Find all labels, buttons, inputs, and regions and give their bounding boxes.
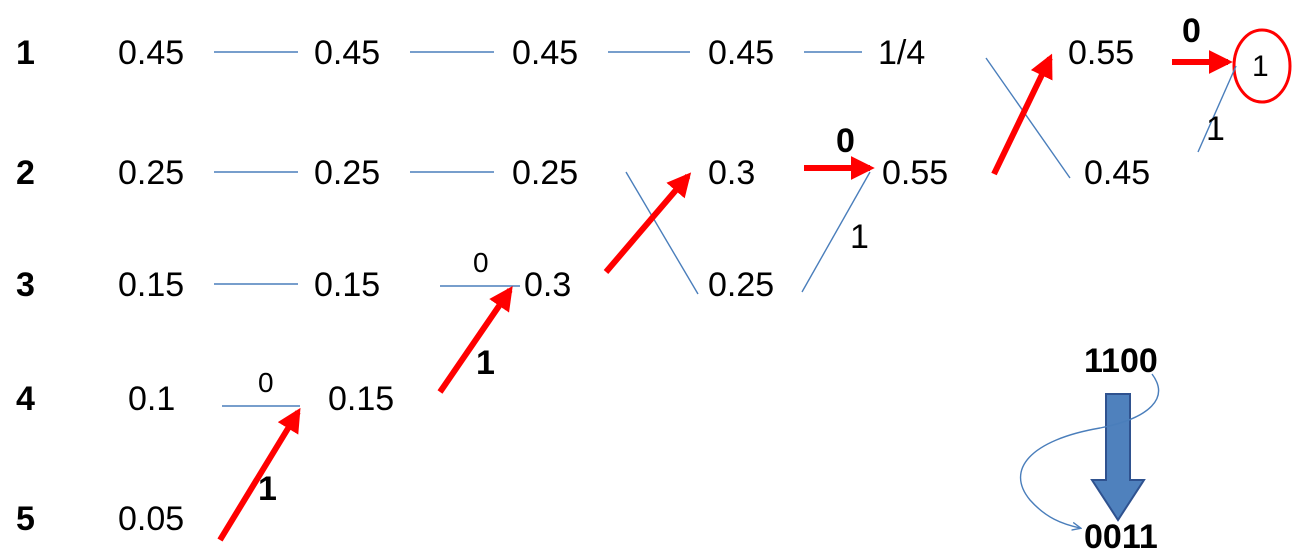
value-c1-r3: 0.15 (118, 266, 184, 304)
bit-label: 0 (473, 247, 489, 278)
row-label-4: 4 (16, 380, 35, 418)
value-c3-r2: 0.25 (512, 154, 578, 192)
value-c4-r1: 0.45 (708, 34, 774, 72)
value-root: 1 (1252, 50, 1269, 83)
value-c1-r4: 0.1 (128, 380, 175, 418)
row-label-2: 2 (16, 154, 35, 192)
value-c6-r1: 0.55 (1068, 34, 1134, 72)
value-c5-r1: 1/4 (878, 34, 925, 72)
bit-label: 0 (1182, 12, 1201, 50)
row-label-3: 3 (16, 266, 35, 304)
value-c2-r3: 0.15 (314, 266, 380, 304)
merge-arrows (217, 50, 1233, 542)
cross-line (625, 171, 699, 295)
cross-line (1197, 65, 1237, 153)
bit-label: 0 (258, 367, 274, 398)
red-arrow (991, 53, 1053, 176)
cross-line (801, 171, 871, 293)
value-c6-r2: 0.45 (1084, 154, 1150, 192)
code-original: 1100 (1084, 342, 1158, 380)
value-c1-r2: 0.25 (118, 154, 184, 192)
down-block-arrow (1090, 393, 1146, 522)
value-c3-r3: 0.3 (524, 266, 571, 304)
red-arrow (217, 407, 301, 542)
value-c3-r1: 0.45 (512, 34, 578, 72)
bit-label: 1 (476, 344, 495, 382)
row-label-1: 1 (16, 34, 35, 72)
root-highlight-circle (1232, 28, 1292, 104)
red-arrow (603, 172, 692, 274)
value-c4-r2: 0.3 (708, 154, 755, 192)
value-c2-r2: 0.25 (314, 154, 380, 192)
value-c1-r5: 0.05 (118, 500, 184, 538)
reverse-curve-arrow (1019, 373, 1160, 528)
bit-label: 1 (1206, 110, 1225, 148)
red-arrow (437, 286, 513, 394)
crossing-connectors (625, 57, 1237, 295)
value-c2-r1: 0.45 (314, 34, 380, 72)
row-label-5: 5 (16, 500, 35, 538)
bit-label: 1 (258, 470, 277, 508)
value-c4-r3: 0.25 (708, 266, 774, 304)
value-c5-r2: 0.55 (882, 154, 948, 192)
value-c1-r1: 0.45 (118, 34, 184, 72)
bit-label: 1 (850, 218, 869, 256)
code-reversed: 0011 (1084, 518, 1158, 556)
value-c2-r4: 0.15 (328, 380, 394, 418)
cross-line (985, 57, 1071, 179)
horizontal-connectors (214, 51, 862, 407)
bit-label: 0 (836, 122, 855, 160)
